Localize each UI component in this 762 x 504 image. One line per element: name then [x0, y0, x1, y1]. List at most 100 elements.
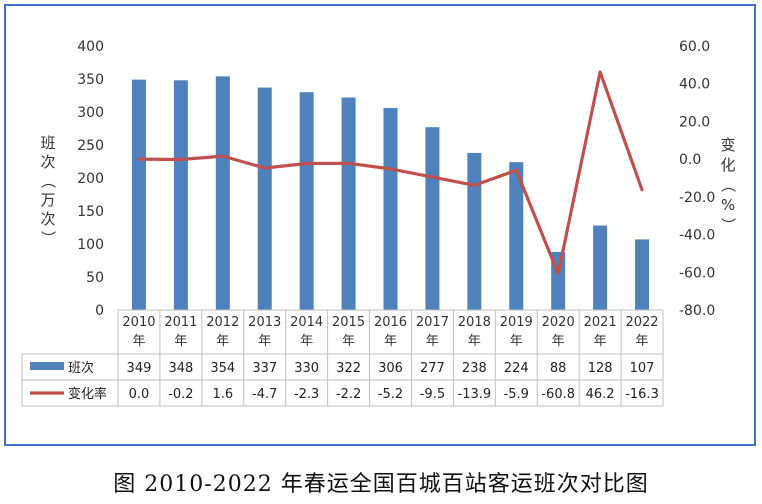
x-tick-label-suffix: 年	[594, 334, 607, 349]
bar	[383, 108, 398, 310]
y-axis-title: （	[39, 173, 57, 188]
x-tick-label-suffix: 年	[636, 334, 649, 349]
x-tick-label-suffix: 年	[174, 334, 187, 349]
bar-value-label: 322	[336, 361, 361, 376]
rate-value-label: -4.7	[252, 387, 277, 402]
bar	[509, 162, 524, 310]
bar	[173, 80, 188, 310]
bar	[215, 76, 230, 310]
rate-point	[389, 167, 392, 171]
rate-point	[221, 154, 225, 158]
bar-value-label: 354	[210, 361, 235, 376]
y2-axis-title: （	[719, 177, 737, 192]
bar	[257, 87, 272, 310]
bar-value-label: 277	[420, 361, 445, 376]
x-tick-label: 2018	[458, 315, 491, 330]
bar-value-label: 88	[550, 361, 567, 376]
y-axis-title: 班	[40, 134, 55, 152]
x-tick-label: 2021	[584, 315, 617, 330]
rate-value-label: -2.3	[294, 387, 319, 402]
bar	[425, 127, 440, 311]
x-tick-label: 2013	[248, 315, 281, 330]
rate-point	[137, 157, 141, 161]
y2-tick-label: -60.0	[679, 265, 715, 281]
rate-value-label: -2.2	[336, 387, 361, 402]
rate-value-label: 1.6	[212, 387, 233, 402]
x-tick-label: 2017	[416, 315, 449, 330]
y-axis-title: 次	[40, 153, 55, 171]
y-tick-label: 400	[77, 39, 104, 55]
bar	[593, 225, 608, 310]
rate-point	[514, 168, 518, 172]
x-tick-label-suffix: 年	[426, 334, 439, 349]
rate-point	[179, 158, 183, 162]
bar-value-label: 349	[127, 361, 152, 376]
y2-axis-title: 化	[720, 156, 735, 174]
bar-value-label: 128	[588, 361, 613, 376]
rate-value-label: -5.2	[378, 387, 403, 402]
x-tick-label-suffix: 年	[300, 334, 313, 349]
bar-value-label: 306	[378, 361, 403, 376]
y2-axis-title: ）	[719, 217, 737, 232]
y-tick-label: 350	[77, 72, 104, 88]
y2-tick-label: -20.0	[679, 190, 715, 206]
y2-axis-title: %	[721, 196, 735, 214]
bar-value-label: 107	[630, 361, 655, 376]
rate-value-label: -9.5	[420, 387, 445, 402]
x-tick-label-suffix: 年	[384, 334, 397, 349]
y2-tick-label: -80.0	[679, 303, 715, 319]
x-tick-label: 2020	[542, 315, 575, 330]
combo-chart: 0 50 100 150 200 250 300 350 400 -80.0 -60.0 -40.0 -…	[21, 39, 737, 407]
x-tick-label-suffix: 年	[552, 334, 565, 349]
rate-value-label: -0.2	[168, 387, 193, 402]
rate-point	[305, 161, 309, 165]
x-tick-label: 2022	[625, 315, 658, 330]
bar-value-label: 238	[462, 361, 487, 376]
y2-tick-label: 20.0	[679, 114, 710, 130]
rate-value-label: 46.2	[586, 387, 615, 402]
bar	[341, 97, 356, 310]
x-tick-label-suffix: 年	[342, 334, 355, 349]
y-tick-label: 0	[95, 303, 104, 319]
x-tick-label: 2016	[374, 315, 407, 330]
bar	[467, 152, 482, 310]
rate-value-label: -60.8	[541, 387, 575, 402]
y-tick-label: 300	[77, 105, 104, 121]
x-tick-label: 2011	[164, 315, 197, 330]
chart-frame	[4, 4, 756, 446]
bar-value-label: 330	[294, 361, 319, 376]
y-tick-label: 100	[77, 237, 104, 253]
x-tick-label-suffix: 年	[510, 334, 523, 349]
x-tick-label-suffix: 年	[132, 334, 145, 349]
rate-point	[347, 161, 351, 165]
bar-value-label: 337	[252, 361, 277, 376]
y-axis-title: 次	[40, 210, 55, 228]
bar	[299, 92, 314, 310]
x-tick-label-suffix: 年	[216, 334, 229, 349]
rate-value-label: 0.0	[129, 387, 150, 402]
y-tick-label: 50	[86, 270, 104, 286]
bar	[635, 239, 650, 310]
x-tick-label: 2012	[206, 315, 239, 330]
y2-tick-label: 60.0	[679, 39, 710, 55]
bar-value-label: 348	[168, 361, 193, 376]
x-tick-label: 2015	[332, 315, 365, 330]
rate-point	[598, 70, 602, 74]
rate-point	[556, 272, 560, 276]
rate-point	[472, 183, 476, 187]
x-tick-label: 2014	[290, 315, 323, 330]
x-tick-label-suffix: 年	[258, 334, 271, 349]
y-tick-label: 150	[77, 204, 104, 220]
x-tick-label: 2019	[500, 315, 533, 330]
rate-value-label: -13.9	[458, 387, 492, 402]
y2-tick-label: -40.0	[679, 228, 715, 244]
y2-tick-label: 0.0	[679, 152, 701, 168]
rate-value-label: -16.3	[625, 387, 659, 402]
rate-point	[640, 188, 644, 192]
legend-bar-label: 班次	[68, 360, 94, 376]
rate-point	[430, 175, 434, 179]
rate-value-label: -5.9	[504, 387, 529, 402]
figure-caption: 图 2010-2022 年春运全国百城百站客运班次对比图	[113, 472, 649, 497]
y-tick-label: 200	[77, 171, 104, 187]
legend-line-label: 变化率	[68, 386, 107, 402]
